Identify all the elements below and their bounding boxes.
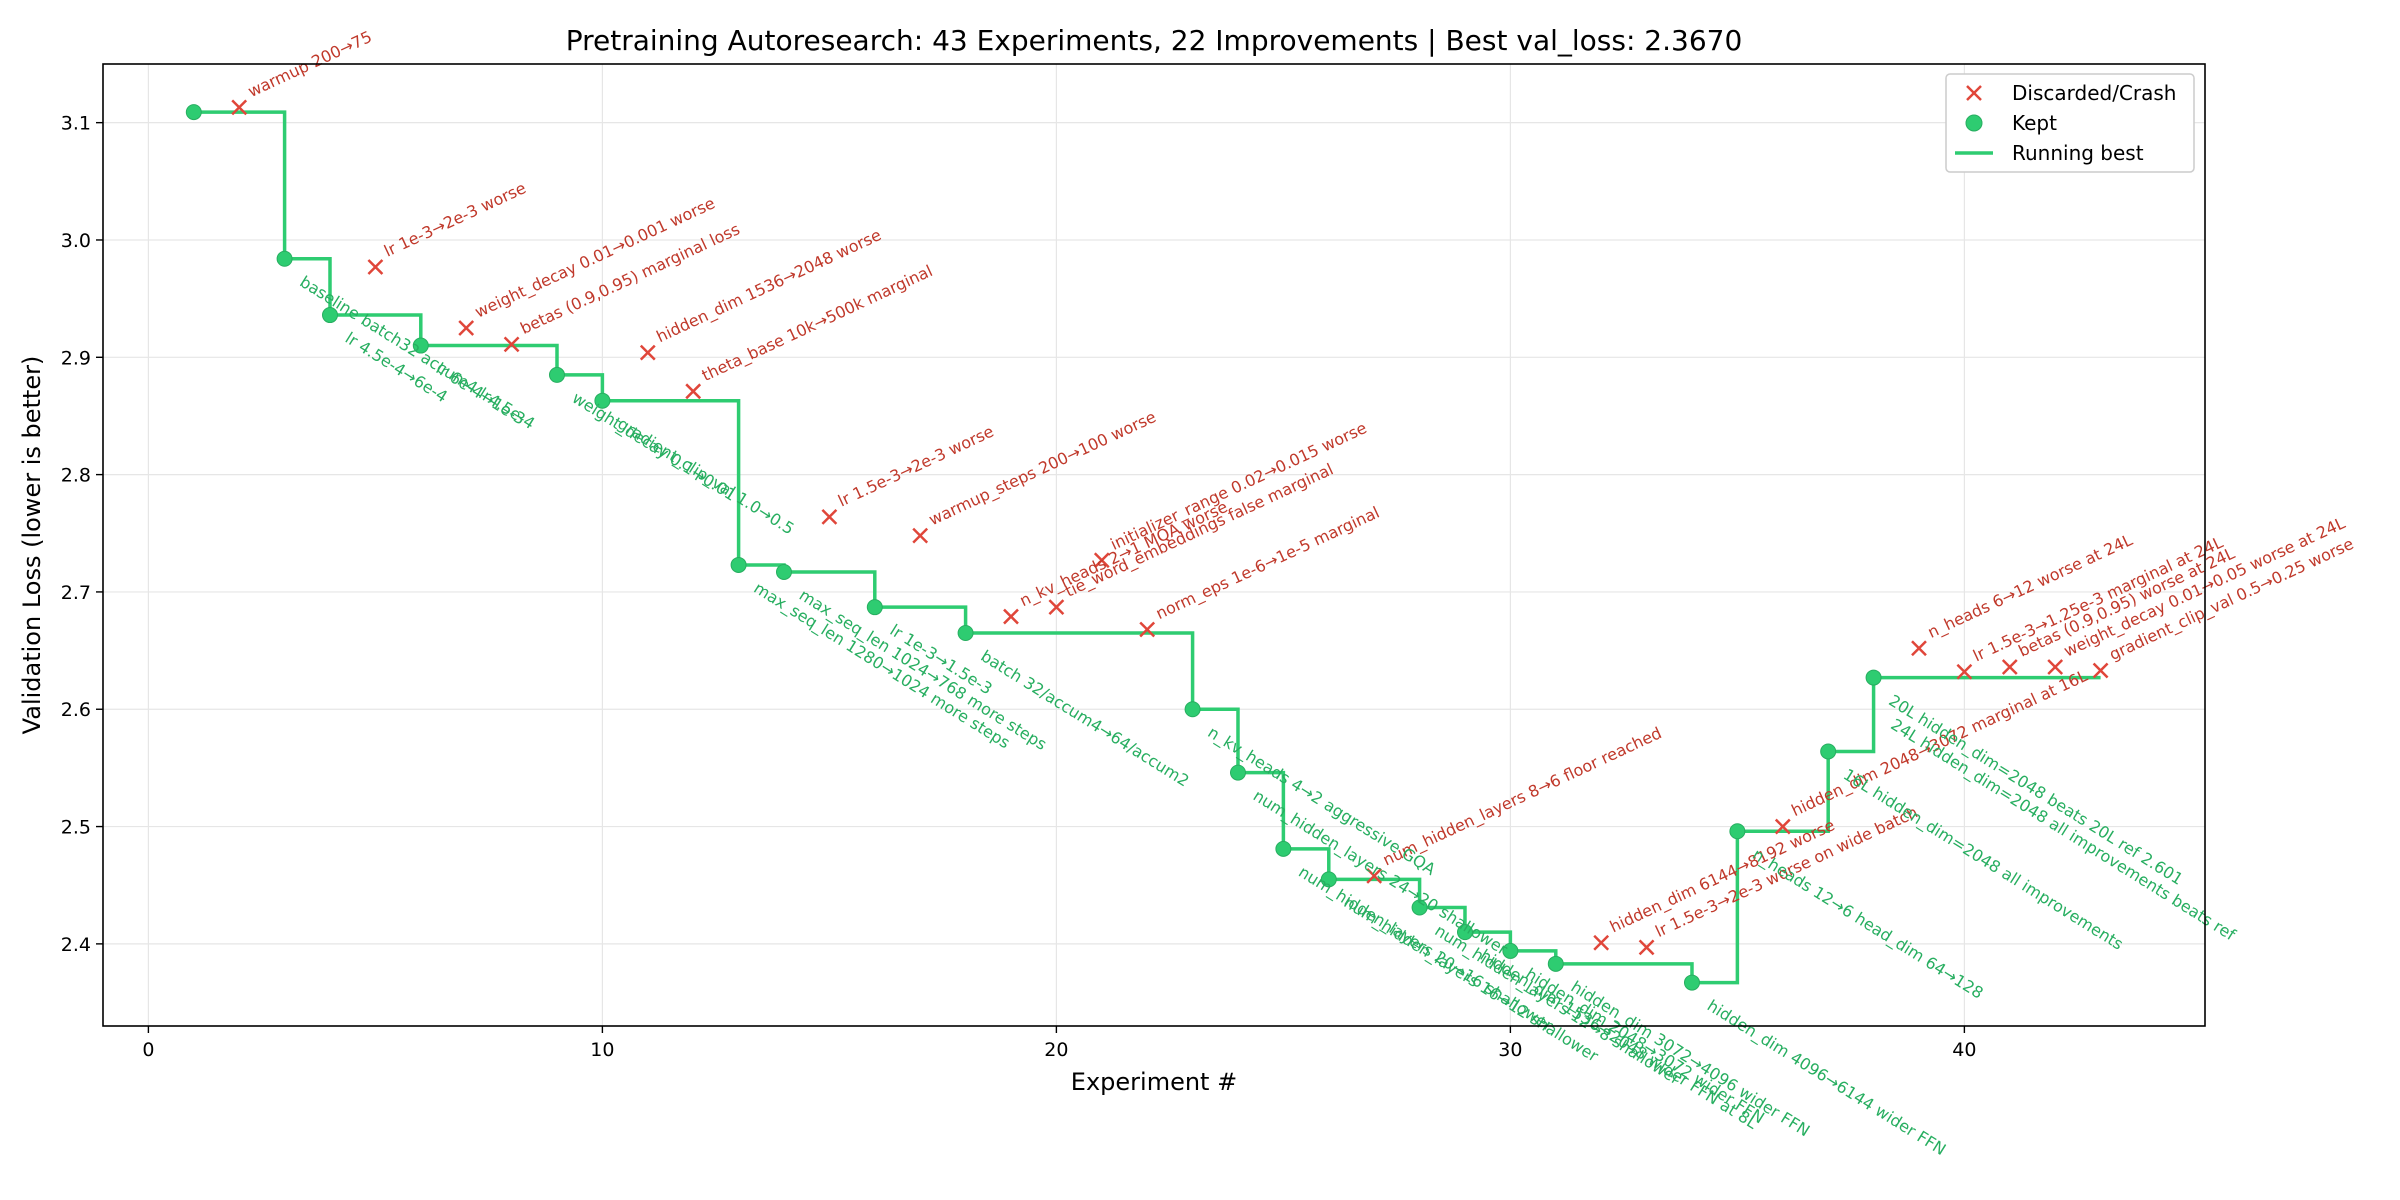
y-tick-label: 3.0 bbox=[61, 230, 91, 252]
kept-point bbox=[1184, 701, 1201, 718]
tick-layer: 0 10 20 30 40 2.4 2.5 2.6 2.7 2.8 2.9 3.0 3.1 bbox=[61, 113, 1977, 1061]
discarded-point bbox=[1774, 818, 1791, 835]
kept-point bbox=[1411, 899, 1428, 916]
legend-kept-marker bbox=[1965, 114, 1983, 132]
legend-discarded-marker bbox=[1966, 85, 1982, 101]
discarded-point bbox=[458, 320, 475, 336]
discarded-point bbox=[639, 344, 656, 361]
discarded-point bbox=[1048, 599, 1065, 616]
y-tick-label: 2.9 bbox=[61, 347, 91, 369]
y-tick-label: 3.1 bbox=[61, 113, 91, 135]
x-tick-label: 30 bbox=[1498, 1039, 1522, 1061]
y-tick-label: 2.8 bbox=[61, 465, 91, 487]
kept-point bbox=[1229, 764, 1246, 781]
kept-point bbox=[594, 392, 611, 409]
kept-point bbox=[412, 337, 429, 354]
kept-point bbox=[321, 307, 338, 324]
chart-title: Pretraining Autoresearch: 43 Experiments… bbox=[566, 24, 1743, 57]
legend-kept-label: Kept bbox=[2012, 111, 2057, 135]
y-axis-label: Validation Loss (lower is better) bbox=[18, 356, 46, 735]
y-tick-label: 2.6 bbox=[61, 699, 91, 721]
x-tick-label: 10 bbox=[590, 1039, 614, 1061]
discarded-point bbox=[1638, 939, 1655, 956]
discarded-point bbox=[1139, 621, 1156, 638]
kept-point bbox=[1729, 823, 1746, 840]
discarded-point bbox=[821, 508, 838, 525]
kept-point bbox=[1502, 942, 1519, 959]
plot-frame bbox=[102, 63, 2206, 1027]
kept-point bbox=[775, 563, 792, 580]
plot-background bbox=[103, 64, 2205, 1026]
x-tick-label: 0 bbox=[142, 1039, 154, 1061]
discarded-point bbox=[2001, 659, 2018, 675]
kept-point bbox=[1547, 955, 1564, 972]
y-tick-label: 2.5 bbox=[61, 817, 91, 839]
discarded-point bbox=[912, 527, 929, 544]
kept-point bbox=[548, 366, 565, 383]
kept-point bbox=[1820, 743, 1837, 760]
kept-point bbox=[276, 250, 293, 267]
kept-point bbox=[957, 624, 974, 641]
marker-layer bbox=[185, 99, 2109, 991]
discarded-point bbox=[685, 383, 702, 400]
legend-running-best-label: Running best bbox=[2012, 141, 2144, 165]
kept-point bbox=[730, 556, 747, 573]
kept-point bbox=[1456, 924, 1473, 941]
grid bbox=[103, 64, 2205, 1026]
x-tick-label: 20 bbox=[1044, 1039, 1068, 1061]
discarded-point bbox=[1093, 552, 1110, 569]
legend: Discarded/Crash Kept Running best bbox=[1945, 73, 2195, 173]
x-tick-label: 40 bbox=[1952, 1039, 1976, 1061]
discarded-point bbox=[1956, 663, 1973, 680]
kept-point bbox=[866, 599, 883, 616]
discarded-point bbox=[1593, 934, 1610, 951]
kept-point bbox=[185, 104, 202, 121]
discarded-point bbox=[1366, 867, 1383, 884]
y-tick-label: 2.4 bbox=[61, 934, 91, 956]
discarded-point bbox=[503, 336, 520, 353]
discarded-point bbox=[1003, 608, 1019, 625]
y-tick-label: 2.7 bbox=[61, 582, 91, 604]
legend-frame bbox=[1945, 73, 2195, 173]
kept-point bbox=[1275, 840, 1292, 857]
kept-point bbox=[1683, 974, 1700, 991]
discarded-point bbox=[2092, 662, 2109, 679]
discarded-point bbox=[231, 99, 248, 116]
legend-discarded-label: Discarded/Crash bbox=[2012, 81, 2176, 105]
discarded-point bbox=[2047, 659, 2064, 675]
discarded-point bbox=[1911, 640, 1927, 657]
discarded-point bbox=[367, 259, 384, 275]
kept-point bbox=[1865, 669, 1882, 686]
x-axis-label: Experiment # bbox=[1071, 1068, 1237, 1096]
kept-point bbox=[1320, 871, 1337, 888]
